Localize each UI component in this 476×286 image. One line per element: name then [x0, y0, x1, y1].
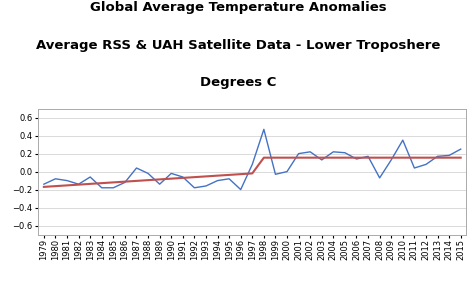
- Text: Degrees C: Degrees C: [200, 76, 276, 89]
- Text: Average RSS & UAH Satellite Data - Lower Troposhere: Average RSS & UAH Satellite Data - Lower…: [36, 39, 440, 51]
- Text: Global Average Temperature Anomalies: Global Average Temperature Anomalies: [89, 1, 387, 14]
